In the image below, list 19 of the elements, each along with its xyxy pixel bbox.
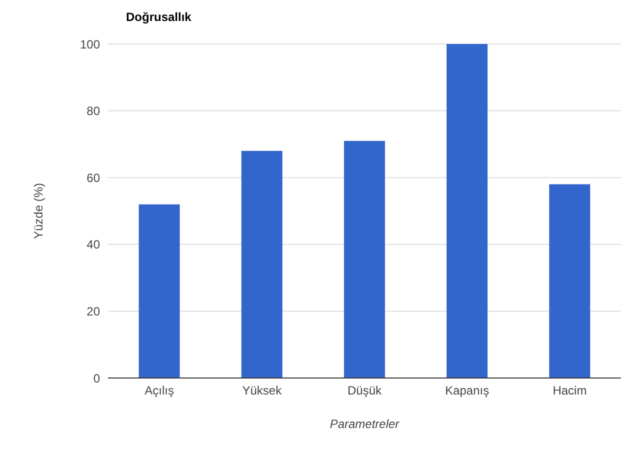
x-tick-label: Yüksek: [242, 384, 283, 398]
x-tick-label: Düşük: [347, 384, 383, 398]
bar: [549, 184, 590, 378]
y-axis-title: Yüzde (%): [31, 182, 46, 240]
y-tick-label: 60: [86, 170, 100, 185]
y-tick-label: 20: [86, 304, 100, 318]
y-tick-label: 40: [86, 238, 100, 252]
y-tick-label: 100: [80, 37, 100, 52]
bar: [344, 140, 385, 378]
y-tick-label: 80: [86, 104, 100, 118]
x-axis-title: Parametreler: [330, 417, 400, 431]
x-tick-label: Açılış: [144, 384, 174, 398]
bar: [138, 204, 180, 378]
bar: [241, 150, 282, 378]
bar: [446, 44, 488, 378]
x-tick-label: Hacim: [552, 384, 587, 398]
y-tick-label: 0: [93, 371, 100, 386]
chart-title: Doğrusallık: [126, 10, 192, 24]
x-tick-label: Kapanış: [445, 384, 490, 398]
